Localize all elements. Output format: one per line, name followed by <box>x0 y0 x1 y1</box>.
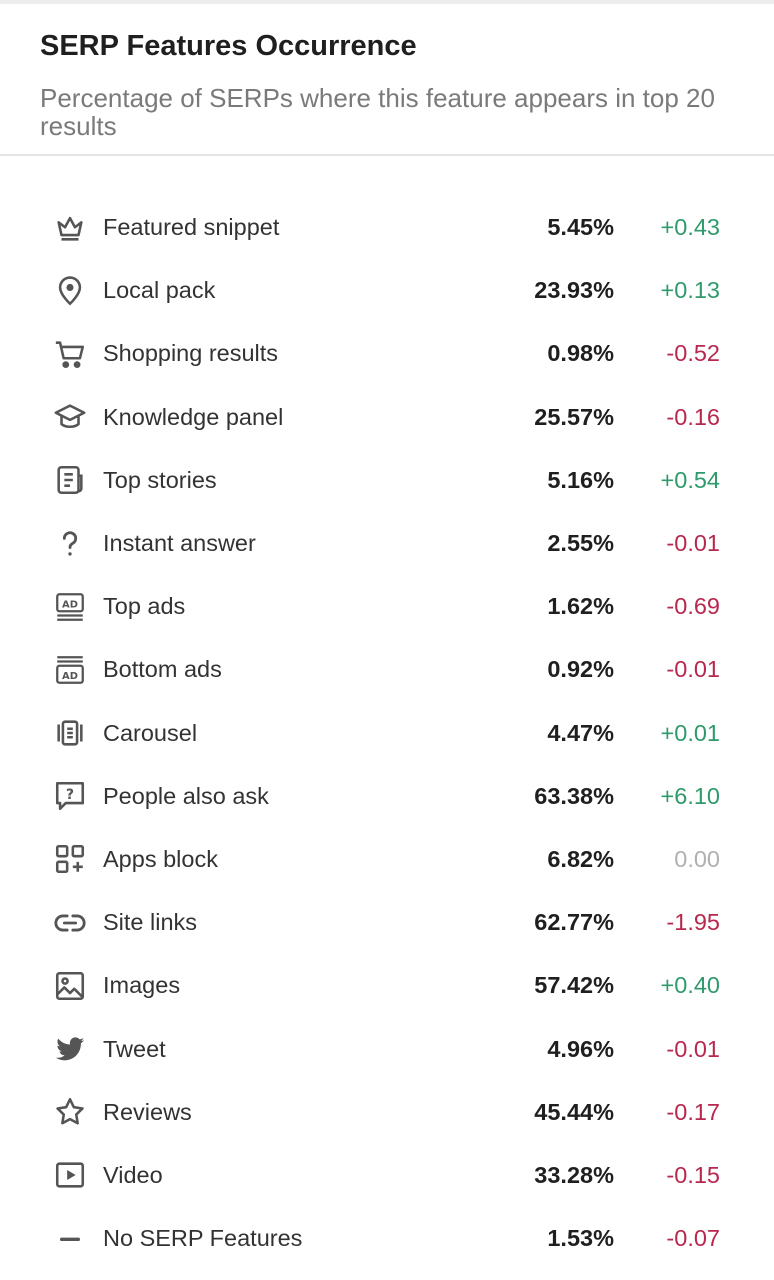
feature-percentage: 0.92% <box>547 656 614 683</box>
feature-delta: -0.52 <box>666 340 720 367</box>
feature-delta: +6.10 <box>660 782 720 809</box>
feature-label: Top stories <box>103 466 217 493</box>
feature-percentage: 4.47% <box>547 719 614 746</box>
feature-label: No SERP Features <box>103 1225 303 1252</box>
feature-delta: +0.01 <box>660 719 720 746</box>
feature-percentage: 62.77% <box>534 909 614 936</box>
feature-row[interactable]: ? People also ask 63.38% +6.10 <box>0 765 774 828</box>
location-pin-icon <box>52 273 88 309</box>
feature-label: People also ask <box>103 782 269 809</box>
feature-label: Carousel <box>103 719 198 746</box>
crown-icon <box>52 210 88 246</box>
feature-list: Featured snippet 5.45% +0.43 Local pack 23.9… <box>0 196 774 1270</box>
feature-row[interactable]: AD Top ads 1.62% -0.69 <box>0 575 774 638</box>
feature-percentage: 1.62% <box>547 593 614 620</box>
feature-label: Knowledge panel <box>103 403 284 430</box>
feature-percentage: 4.96% <box>547 1035 614 1062</box>
card-title: SERP Features Occurrence <box>40 30 417 62</box>
feature-percentage: 33.28% <box>534 1161 614 1188</box>
feature-row[interactable]: Top stories 5.16% +0.54 <box>0 449 774 512</box>
feature-label: Bottom ads <box>103 656 222 683</box>
feature-label: Images <box>103 972 181 999</box>
feature-delta: -0.69 <box>666 593 720 620</box>
feature-row[interactable]: AD Bottom ads 0.92% -0.01 <box>0 638 774 701</box>
feature-delta: +0.40 <box>660 972 720 999</box>
svg-text:AD: AD <box>62 671 78 682</box>
question-mark-icon <box>52 526 88 562</box>
feature-label: Top ads <box>103 593 186 620</box>
feature-delta: +0.13 <box>660 277 720 304</box>
feature-row[interactable]: Video 33.28% -0.15 <box>0 1144 774 1207</box>
svg-text:AD: AD <box>62 599 78 610</box>
video-play-icon <box>52 1157 88 1193</box>
ad-top-icon: AD <box>52 589 88 625</box>
feature-percentage: 23.93% <box>534 277 614 304</box>
twitter-bird-icon <box>52 1031 88 1067</box>
feature-row[interactable]: Carousel 4.47% +0.01 <box>0 702 774 765</box>
graduation-cap-icon <box>52 399 88 435</box>
feature-delta: 0.00 <box>674 845 720 872</box>
feature-row[interactable]: No SERP Features 1.53% -0.07 <box>0 1207 774 1270</box>
feature-row[interactable]: Knowledge panel 25.57% -0.16 <box>0 386 774 449</box>
feature-label: Tweet <box>103 1035 166 1062</box>
feature-percentage: 57.42% <box>534 972 614 999</box>
feature-row[interactable]: Reviews 45.44% -0.17 <box>0 1081 774 1144</box>
feature-percentage: 63.38% <box>534 782 614 809</box>
feature-row[interactable]: Apps block 6.82% 0.00 <box>0 828 774 891</box>
feature-percentage: 5.16% <box>547 466 614 493</box>
feature-percentage: 2.55% <box>547 530 614 557</box>
feature-label: Instant answer <box>103 530 256 557</box>
feature-percentage: 0.98% <box>547 340 614 367</box>
feature-delta: -0.07 <box>666 1225 720 1252</box>
link-icon <box>52 905 88 941</box>
feature-label: Featured snippet <box>103 214 280 241</box>
feature-delta: -0.16 <box>666 403 720 430</box>
feature-delta: -0.01 <box>666 656 720 683</box>
cart-icon <box>52 336 88 372</box>
feature-row[interactable]: Tweet 4.96% -0.01 <box>0 1017 774 1080</box>
feature-percentage: 45.44% <box>534 1098 614 1125</box>
feature-percentage: 5.45% <box>547 214 614 241</box>
feature-delta: -0.01 <box>666 530 720 557</box>
feature-delta: +0.54 <box>660 466 720 493</box>
newspaper-icon <box>52 462 88 498</box>
feature-percentage: 25.57% <box>534 403 614 430</box>
feature-label: Reviews <box>103 1098 192 1125</box>
feature-delta: -0.01 <box>666 1035 720 1062</box>
feature-row[interactable]: Site links 62.77% -1.95 <box>0 891 774 954</box>
feature-label: Shopping results <box>103 340 279 367</box>
feature-row[interactable]: Featured snippet 5.45% +0.43 <box>0 196 774 259</box>
svg-text:?: ? <box>66 787 74 803</box>
dash-icon <box>52 1221 88 1257</box>
feature-label: Video <box>103 1161 163 1188</box>
apps-grid-icon <box>52 841 88 877</box>
star-icon <box>52 1094 88 1130</box>
image-icon <box>52 968 88 1004</box>
feature-delta: -1.95 <box>666 909 720 936</box>
feature-percentage: 6.82% <box>547 845 614 872</box>
feature-row[interactable]: Instant answer 2.55% -0.01 <box>0 512 774 575</box>
card-subtitle: Percentage of SERPs where this feature a… <box>40 83 715 141</box>
feature-row[interactable]: Local pack 23.93% +0.13 <box>0 259 774 322</box>
feature-row[interactable]: Images 57.42% +0.40 <box>0 954 774 1017</box>
feature-row[interactable]: Shopping results 0.98% -0.52 <box>0 322 774 385</box>
ad-bottom-icon: AD <box>52 652 88 688</box>
question-bubble-icon: ? <box>52 778 88 814</box>
feature-percentage: 1.53% <box>547 1225 614 1252</box>
feature-delta: -0.15 <box>666 1161 720 1188</box>
feature-delta: +0.43 <box>660 214 720 241</box>
feature-label: Apps block <box>103 845 218 872</box>
feature-label: Site links <box>103 909 198 936</box>
card-header: SERP Features Occurrence Percentage of S… <box>0 4 774 156</box>
carousel-icon <box>52 715 88 751</box>
feature-label: Local pack <box>103 277 216 304</box>
feature-delta: -0.17 <box>666 1098 720 1125</box>
